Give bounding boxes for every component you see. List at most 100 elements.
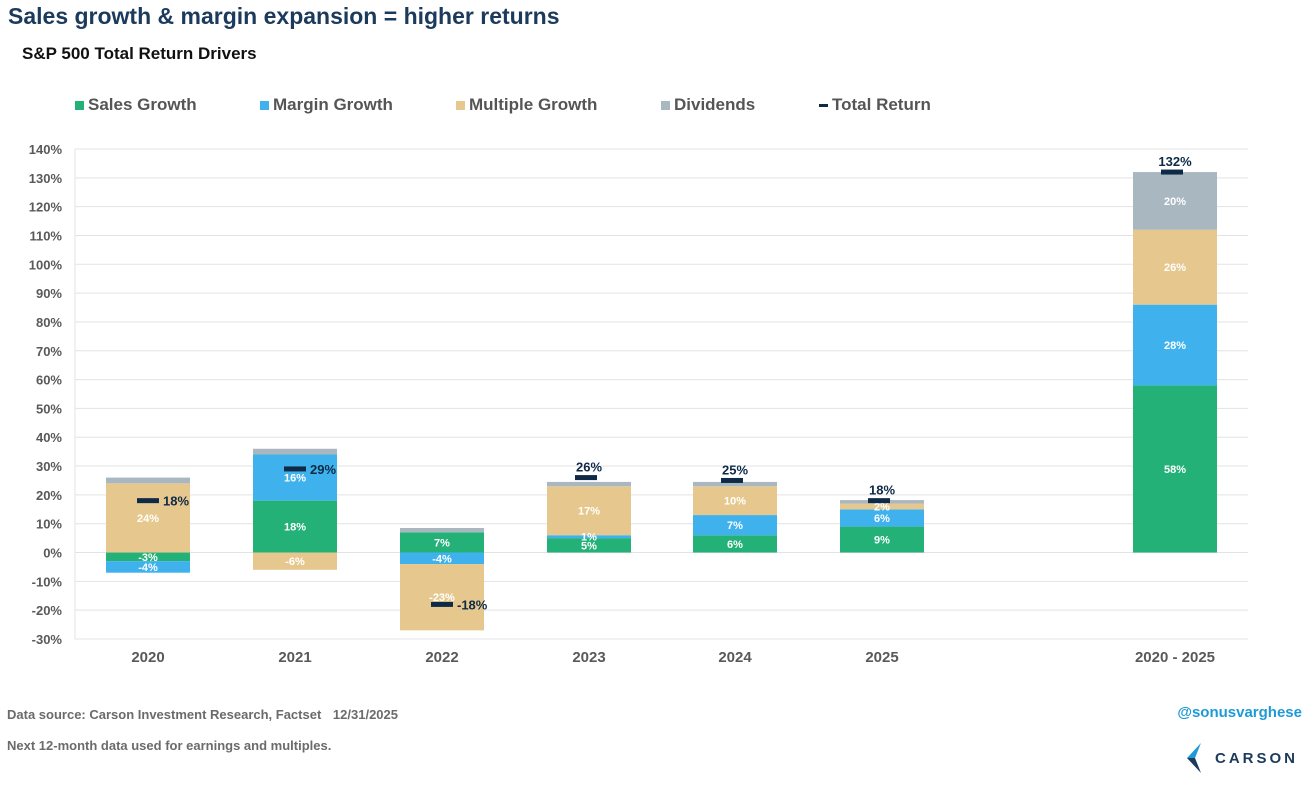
legend-swatch-dividends	[661, 100, 670, 110]
bar-sales-growth	[1133, 385, 1217, 553]
y-tick-label: 100%	[29, 257, 63, 272]
total-return-label: 132%	[1158, 154, 1192, 169]
x-tick-label: 2021	[278, 649, 311, 666]
bar-sales-growth	[106, 552, 190, 562]
footnote: Next 12-month data used for earnings and…	[7, 738, 332, 753]
data-label: 16%	[284, 473, 306, 485]
carson-logo: CARSON	[1187, 742, 1299, 774]
data-label: 7%	[727, 520, 743, 532]
bar-dividends	[106, 477, 190, 484]
legend-label-total-return: Total Return	[832, 95, 931, 114]
carson-logo-icon	[1187, 743, 1201, 773]
bar-dividends	[547, 481, 631, 487]
data-date: 12/31/2025	[332, 707, 398, 722]
bar-multiple-growth	[253, 552, 337, 570]
data-label: 28%	[1164, 340, 1186, 352]
data-label: 5%	[581, 540, 597, 552]
y-tick-label: 60%	[36, 373, 62, 388]
data-label: -23%	[429, 592, 455, 604]
bar-dividends	[693, 481, 777, 487]
legend-item-total-return: Total Return	[819, 95, 931, 115]
data-label: 9%	[874, 535, 890, 547]
y-tick-label: 70%	[36, 344, 62, 359]
y-tick-label: 130%	[29, 171, 63, 186]
bar-dividends	[253, 448, 337, 455]
bar-sales-growth	[400, 532, 484, 553]
y-axis: -30% -20% -10% 0% 10% 20% 30% 40% 50% 60% 70% 80% 90…	[29, 142, 63, 647]
bar-margin-growth	[106, 561, 190, 573]
data-label: 18%	[284, 522, 306, 534]
data-label: 1%	[581, 532, 597, 544]
legend-item-sales-growth: Sales Growth	[75, 95, 197, 115]
total-return-marker	[575, 475, 597, 481]
bar-multiple-growth	[1133, 229, 1217, 305]
bar-multiple-growth	[400, 564, 484, 631]
data-label: 24%	[137, 513, 159, 525]
y-tick-label: 140%	[29, 142, 63, 157]
y-tick-label: 110%	[29, 228, 62, 243]
x-tick-label: 2020	[131, 649, 164, 666]
x-axis: 2020 2021 2022 2023 2024 2025 2020 - 2025	[131, 649, 1215, 666]
y-tick-label: 90%	[36, 286, 62, 301]
bar-multiple-growth	[840, 503, 924, 510]
legend-swatch-multiple-growth	[456, 100, 465, 110]
total-return-label: 29%	[310, 462, 336, 477]
bar-dividends	[400, 528, 484, 533]
x-tick-label: 2020 - 2025	[1135, 649, 1215, 666]
legend-label-margin-growth: Margin Growth	[273, 95, 393, 114]
bar-multiple-growth	[106, 483, 190, 553]
y-tick-label: -20%	[32, 603, 63, 618]
bar-margin-growth	[1133, 304, 1217, 386]
data-label: -3%	[138, 552, 158, 564]
bar-margin-growth	[547, 535, 631, 539]
total-return-label: -18%	[457, 597, 488, 612]
y-tick-label: -10%	[32, 574, 63, 589]
stacked-bar-chart: -30% -20% -10% 0% 10% 20% 30% 40% 50% 60% 70% 80% 90…	[29, 142, 1248, 666]
x-tick-label: 2025	[865, 649, 898, 666]
bar-margin-growth	[253, 454, 337, 501]
author-handle[interactable]: @sonusvarghese	[1177, 704, 1302, 721]
bar-multiple-growth	[547, 486, 631, 536]
legend-item-margin-growth: Margin Growth	[260, 95, 393, 115]
legend-label-multiple-growth: Multiple Growth	[469, 95, 598, 114]
y-tick-label: 40%	[36, 430, 62, 445]
y-tick-label: 20%	[36, 488, 62, 503]
chart-title: Sales growth & margin expansion = higher…	[8, 3, 560, 29]
total-return-marker	[1161, 169, 1183, 175]
y-tick-label: 80%	[36, 315, 62, 330]
total-return-label: 25%	[722, 462, 748, 477]
legend-label-dividends: Dividends	[674, 95, 756, 114]
total-return-marker	[284, 466, 306, 472]
data-label: 20%	[1164, 196, 1186, 208]
legend-swatch-sales-growth	[75, 100, 84, 110]
y-tick-label: 10%	[36, 517, 62, 532]
legend: Sales Growth Margin Growth Multiple Grow…	[75, 95, 975, 117]
data-label: 58%	[1164, 464, 1186, 476]
data-label: 6%	[874, 513, 890, 525]
legend-item-multiple-growth: Multiple Growth	[456, 95, 597, 115]
legend-swatch-total-return	[819, 103, 828, 107]
bar-margin-growth	[693, 515, 777, 536]
data-label: 6%	[727, 539, 743, 551]
x-tick-label: 2023	[572, 649, 605, 666]
legend-label-sales-growth: Sales Growth	[88, 95, 197, 114]
bars: -3%-4%24%18%18%16%-6%29%7%-4%-23% -18%5%1…	[106, 154, 1217, 631]
total-return-label: 26%	[576, 460, 602, 475]
chart-subtitle: S&P 500 Total Return Drivers	[22, 44, 257, 63]
data-label: -6%	[285, 556, 305, 568]
data-source-line: Data source: Carson Investment Research,…	[7, 707, 398, 722]
bar-multiple-growth	[693, 486, 777, 516]
x-tick-label: 2024	[718, 649, 752, 666]
data-label: 10%	[724, 496, 746, 508]
data-label: -4%	[432, 553, 452, 565]
y-tick-label: -30%	[32, 632, 63, 647]
bar-dividends	[1133, 172, 1217, 230]
total-return-marker	[868, 498, 890, 504]
total-return-label: 18%	[869, 483, 895, 498]
y-tick-label: 120%	[29, 200, 63, 215]
bar-sales-growth	[253, 500, 337, 553]
grid-lines	[74, 148, 1248, 640]
data-label: 26%	[1164, 262, 1186, 274]
total-return-marker	[137, 498, 159, 504]
data-label: 7%	[434, 537, 450, 549]
